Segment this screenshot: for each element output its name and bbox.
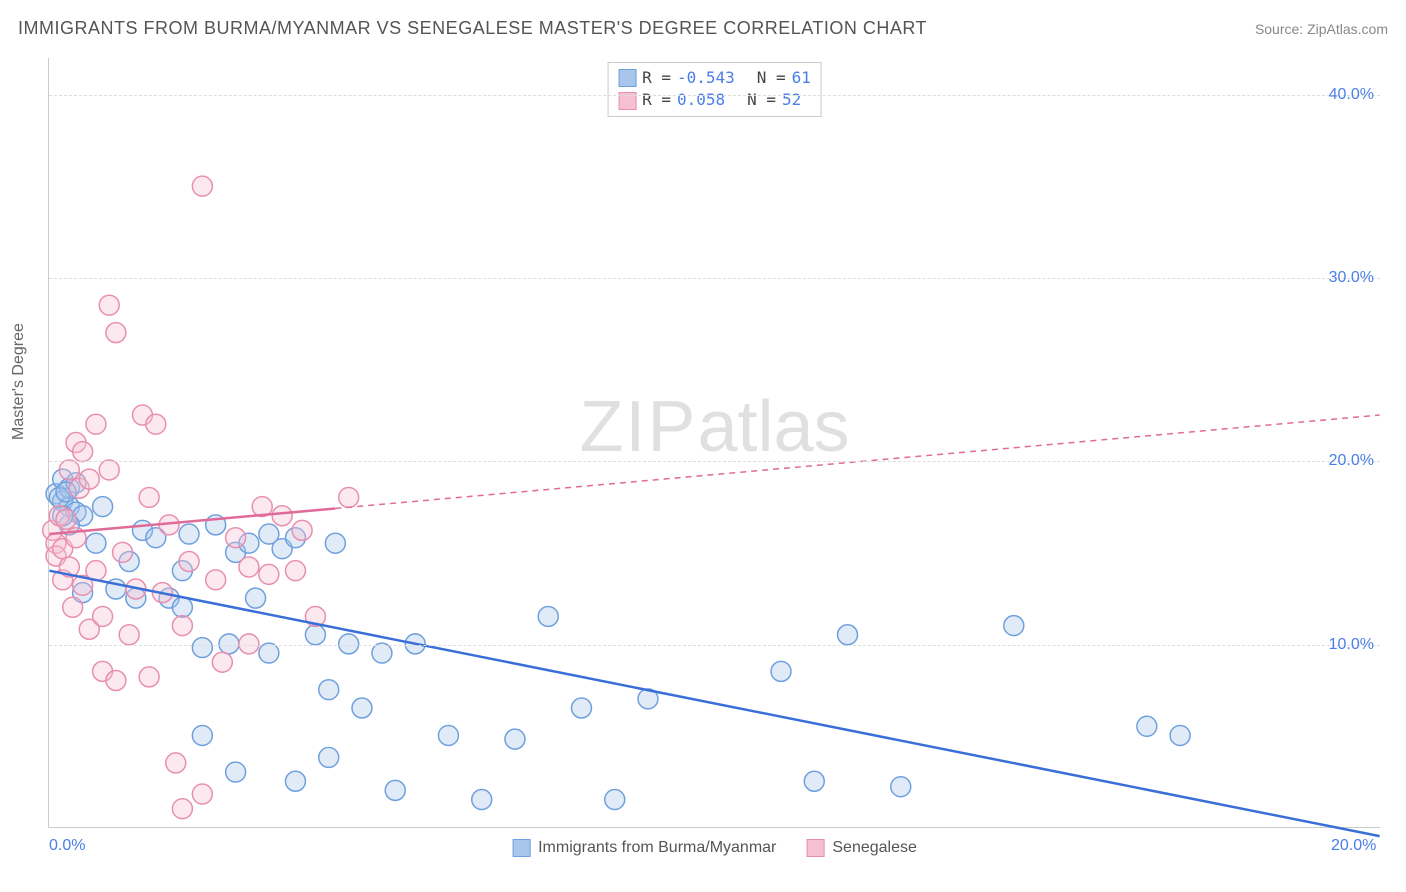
data-point	[99, 295, 119, 315]
data-point	[292, 520, 312, 540]
data-point	[226, 528, 246, 548]
y-tick-label: 40.0%	[1329, 86, 1382, 104]
data-point	[319, 680, 339, 700]
data-point	[192, 725, 212, 745]
legend-swatch-a	[618, 69, 636, 87]
data-point	[472, 790, 492, 810]
data-point	[192, 176, 212, 196]
legend-bottom-label-b: Senegalese	[832, 839, 917, 857]
legend-n-value-b: 52	[782, 89, 801, 111]
legend-r-label: R =	[642, 89, 671, 111]
data-point	[139, 487, 159, 507]
data-point	[771, 661, 791, 681]
data-point	[113, 542, 133, 562]
header: IMMIGRANTS FROM BURMA/MYANMAR VS SENEGAL…	[18, 18, 1388, 39]
data-point	[1004, 616, 1024, 636]
legend-n-label: N =	[747, 89, 776, 111]
x-tick-label: 0.0%	[49, 837, 85, 855]
plot-area: ZIPatlas R = -0.543 N = 61 R = 0.058 N =…	[48, 58, 1380, 828]
source-label: Source: ZipAtlas.com	[1255, 21, 1388, 37]
data-point	[891, 777, 911, 797]
data-point	[605, 790, 625, 810]
data-point	[352, 698, 372, 718]
data-point	[285, 771, 305, 791]
data-point	[192, 638, 212, 658]
data-point	[93, 497, 113, 517]
data-point	[1170, 725, 1190, 745]
legend-r-value-b: 0.058	[677, 89, 725, 111]
data-point	[192, 784, 212, 804]
trend-line	[49, 571, 1379, 836]
data-point	[538, 606, 558, 626]
data-point	[106, 671, 126, 691]
legend-row-series-a: R = -0.543 N = 61	[618, 67, 811, 89]
data-point	[79, 469, 99, 489]
legend-r-label: R =	[642, 67, 671, 89]
y-tick-label: 20.0%	[1329, 452, 1382, 470]
y-tick-label: 30.0%	[1329, 269, 1382, 287]
legend-swatch-a	[512, 839, 530, 857]
legend-swatch-b	[806, 839, 824, 857]
gridline	[49, 278, 1380, 279]
legend-r-value-a: -0.543	[677, 67, 735, 89]
data-point	[259, 564, 279, 584]
data-point	[166, 753, 186, 773]
data-point	[119, 625, 139, 645]
data-point	[93, 606, 113, 626]
data-point	[246, 588, 266, 608]
legend-n-value-a: 61	[792, 67, 811, 89]
data-point	[505, 729, 525, 749]
data-point	[106, 323, 126, 343]
data-point	[139, 667, 159, 687]
data-point	[385, 780, 405, 800]
data-point	[372, 643, 392, 663]
data-point	[212, 652, 232, 672]
legend-bottom-label-a: Immigrants from Burma/Myanmar	[538, 839, 776, 857]
data-point	[56, 509, 76, 529]
data-point	[838, 625, 858, 645]
data-point	[172, 597, 192, 617]
legend-row-series-b: R = 0.058 N = 52	[618, 89, 811, 111]
y-axis-label: Master's Degree	[10, 323, 28, 440]
data-point	[259, 643, 279, 663]
data-point	[172, 616, 192, 636]
chart-svg	[49, 58, 1380, 827]
data-point	[179, 524, 199, 544]
gridline	[49, 461, 1380, 462]
y-tick-label: 10.0%	[1329, 636, 1382, 654]
legend-bottom: Immigrants from Burma/Myanmar Senegalese	[512, 839, 917, 857]
legend-bottom-item-a: Immigrants from Burma/Myanmar	[512, 839, 776, 857]
gridline	[49, 95, 1380, 96]
data-point	[325, 533, 345, 553]
x-tick-label: 20.0%	[1331, 837, 1376, 855]
data-point	[86, 414, 106, 434]
data-point	[239, 557, 259, 577]
data-point	[179, 552, 199, 572]
chart-title: IMMIGRANTS FROM BURMA/MYANMAR VS SENEGAL…	[18, 18, 927, 39]
data-point	[804, 771, 824, 791]
legend-top: R = -0.543 N = 61 R = 0.058 N = 52	[607, 62, 822, 117]
data-point	[438, 725, 458, 745]
data-point	[285, 561, 305, 581]
data-point	[73, 442, 93, 462]
legend-n-label: N =	[757, 67, 786, 89]
data-point	[226, 762, 246, 782]
data-point	[146, 414, 166, 434]
data-point	[172, 799, 192, 819]
data-point	[305, 625, 325, 645]
data-point	[1137, 716, 1157, 736]
legend-bottom-item-b: Senegalese	[806, 839, 917, 857]
data-point	[339, 487, 359, 507]
data-point	[319, 747, 339, 767]
data-point	[99, 460, 119, 480]
gridline	[49, 645, 1380, 646]
data-point	[59, 460, 79, 480]
data-point	[86, 533, 106, 553]
data-point	[63, 597, 83, 617]
data-point	[571, 698, 591, 718]
data-point	[272, 506, 292, 526]
data-point	[206, 570, 226, 590]
